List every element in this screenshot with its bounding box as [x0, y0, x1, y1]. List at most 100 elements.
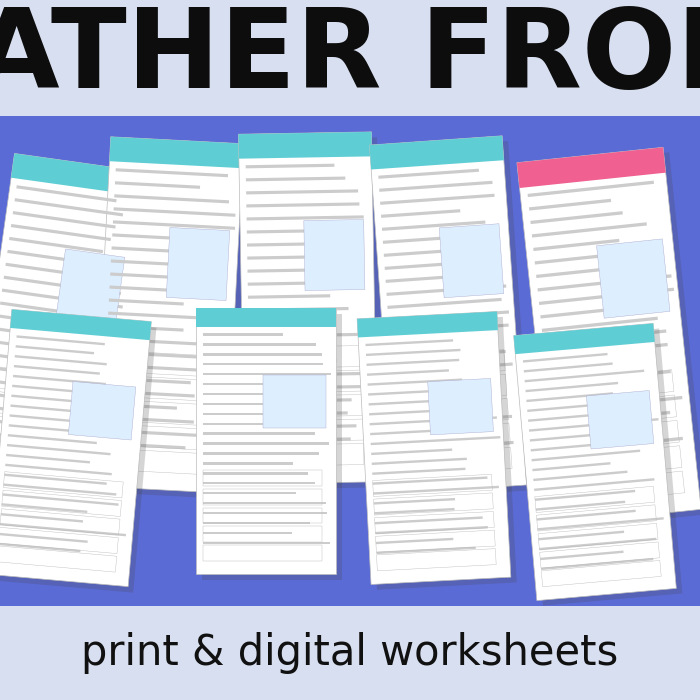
Bar — [545, 343, 668, 359]
Bar — [540, 304, 650, 318]
Bar — [203, 473, 307, 475]
Bar — [374, 493, 493, 515]
Bar — [0, 418, 95, 437]
Bar — [366, 349, 461, 356]
Bar — [0, 439, 93, 475]
Bar — [203, 333, 283, 336]
Bar — [395, 415, 512, 426]
Bar — [524, 363, 612, 372]
Bar — [113, 220, 235, 230]
Bar — [533, 470, 628, 481]
Bar — [4, 472, 123, 498]
Bar — [248, 307, 349, 312]
Bar — [539, 288, 674, 305]
Bar — [107, 325, 183, 332]
Bar — [386, 272, 491, 283]
Bar — [103, 416, 194, 423]
Bar — [553, 421, 679, 455]
Bar — [554, 437, 683, 454]
Bar — [539, 538, 657, 550]
Bar — [538, 531, 624, 540]
Bar — [111, 260, 223, 268]
Bar — [558, 471, 685, 506]
Bar — [377, 549, 496, 570]
Bar — [8, 434, 97, 444]
Bar — [203, 433, 314, 435]
Bar — [372, 468, 466, 475]
Bar — [0, 430, 98, 450]
Bar — [530, 430, 632, 442]
Bar — [374, 498, 455, 505]
Bar — [248, 346, 336, 351]
Bar — [202, 314, 342, 580]
Bar — [529, 418, 659, 432]
Bar — [9, 237, 103, 253]
Bar — [390, 338, 484, 348]
Bar — [3, 494, 119, 506]
Bar — [1, 503, 88, 513]
Bar — [596, 239, 670, 318]
Bar — [0, 328, 96, 344]
Bar — [246, 189, 358, 195]
Bar — [113, 207, 235, 217]
Bar — [249, 359, 337, 364]
Bar — [2, 288, 123, 309]
Bar — [203, 363, 323, 365]
Bar — [527, 399, 645, 412]
Bar — [6, 262, 100, 279]
Bar — [428, 379, 494, 435]
Bar — [528, 411, 626, 422]
Bar — [250, 424, 356, 429]
Bar — [550, 395, 677, 430]
Bar — [104, 402, 177, 409]
Bar — [535, 490, 636, 501]
Bar — [395, 402, 498, 413]
Bar — [108, 298, 184, 306]
Bar — [531, 440, 642, 452]
Bar — [250, 419, 363, 442]
Bar — [196, 308, 336, 574]
Bar — [373, 486, 499, 495]
Bar — [389, 323, 509, 335]
Bar — [587, 391, 654, 449]
Bar — [246, 202, 359, 207]
Bar — [116, 168, 228, 177]
Bar — [368, 387, 484, 395]
Bar — [0, 314, 111, 333]
Bar — [203, 545, 322, 561]
Bar — [0, 444, 102, 464]
Bar — [0, 302, 92, 318]
Bar — [0, 523, 126, 536]
Bar — [0, 0, 700, 116]
Bar — [203, 373, 331, 375]
Bar — [0, 463, 90, 499]
Bar — [239, 132, 372, 159]
Bar — [529, 199, 611, 211]
Bar — [555, 446, 682, 480]
Bar — [12, 385, 97, 395]
Bar — [112, 233, 209, 242]
Bar — [379, 181, 493, 192]
Bar — [246, 216, 364, 220]
Bar — [105, 377, 191, 384]
Bar — [100, 448, 214, 475]
Bar — [543, 330, 666, 346]
Bar — [56, 249, 125, 327]
Bar — [542, 316, 658, 332]
Bar — [14, 365, 100, 374]
Bar — [246, 176, 345, 181]
Bar — [517, 147, 700, 525]
Bar — [391, 350, 505, 379]
Bar — [1, 513, 83, 523]
Bar — [249, 372, 371, 377]
Bar — [105, 350, 219, 377]
Bar — [247, 242, 334, 246]
Bar — [537, 510, 636, 521]
Bar — [392, 363, 513, 374]
Bar — [239, 132, 377, 484]
Bar — [378, 169, 479, 178]
Bar — [534, 478, 654, 491]
Bar — [0, 533, 88, 543]
Bar — [0, 379, 66, 393]
Bar — [372, 475, 492, 496]
